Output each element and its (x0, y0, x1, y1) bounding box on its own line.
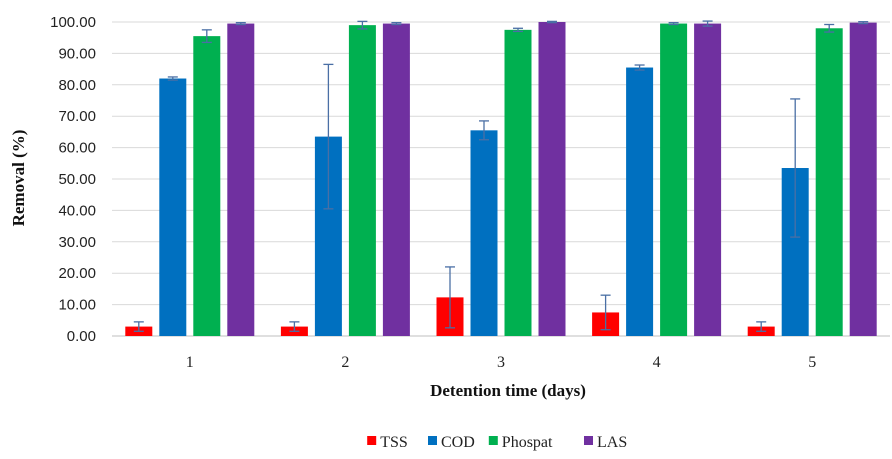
bar-phospat-4 (660, 23, 688, 336)
error-bar-phospat-2 (357, 20, 368, 30)
error-bar-phospat-1 (201, 29, 212, 44)
y-axis-title: Removal (%) (9, 130, 28, 227)
legend-swatch (367, 436, 377, 445)
legend-label: TSS (380, 434, 408, 451)
error-bar-tss-3 (445, 266, 455, 329)
bar-las-5 (849, 22, 877, 337)
x-tick-label: 2 (341, 354, 349, 371)
x-tick-label: 4 (653, 354, 661, 371)
legend-swatch (428, 436, 437, 445)
legend-label: COD (441, 434, 475, 451)
legend-item-cod: COD (428, 434, 475, 451)
y-tick-label: 80.00 (58, 77, 96, 94)
error-bar-tss-4 (600, 294, 611, 331)
bar-phospat-5 (815, 28, 843, 337)
bar-las-2 (382, 23, 410, 336)
x-axis-title: Detention time (days) (430, 381, 586, 400)
y-tick-label: 20.00 (58, 265, 96, 282)
error-bar-las-2 (391, 21, 402, 26)
error-bar-tss-5 (756, 321, 767, 332)
bar-cod-4 (626, 67, 654, 336)
error-bar-cod-4 (634, 64, 645, 71)
error-bar-las-3 (547, 20, 557, 24)
y-tick-label: 60.00 (58, 140, 96, 157)
y-tick-label: 90.00 (58, 45, 96, 62)
error-bar-tss-1 (133, 321, 144, 332)
x-tick-label: 1 (186, 354, 194, 371)
y-axis-ticks: 0.00 10.00 20.00 30.00 40.00 50.00 60.00 70.00 8… (50, 14, 96, 345)
error-bar-cod-3 (479, 120, 489, 141)
error-bar-las-4 (702, 20, 713, 27)
bar-phospat-1 (193, 36, 221, 336)
error-bar-cod-2 (323, 63, 334, 210)
error-bar-cod-5 (790, 98, 801, 238)
legend-item-las: LAS (584, 434, 627, 451)
y-tick-label: 10.00 (58, 297, 96, 314)
legend-item-phospat: Phospat (488, 434, 553, 451)
legend: TSS COD Phospat LAS (367, 434, 627, 451)
bar-las-1 (227, 23, 255, 336)
legend-swatch (488, 436, 498, 445)
y-tick-label: 0.00 (67, 328, 96, 345)
error-bar-phospat-4 (668, 21, 679, 26)
bar-phospat-2 (348, 25, 376, 336)
error-bar-cod-1 (167, 76, 178, 81)
y-tick-label: 50.00 (58, 171, 96, 188)
error-bar-las-1 (235, 21, 246, 26)
y-tick-label: 30.00 (58, 234, 96, 251)
y-tick-label: 100.00 (50, 14, 96, 31)
error-bar-las-5 (858, 21, 869, 25)
x-tick-label: 5 (808, 354, 816, 371)
legend-label: Phospat (502, 434, 553, 451)
legend-swatch (584, 436, 593, 445)
bar-phospat-3 (504, 29, 532, 336)
x-tick-label: 3 (497, 354, 505, 371)
x-axis-ticks: 1 2 3 4 5 (186, 354, 816, 371)
error-bar-phospat-5 (824, 23, 835, 33)
error-bars (133, 20, 869, 332)
legend-label: LAS (597, 434, 627, 451)
error-bar-tss-2 (289, 321, 300, 332)
error-bar-phospat-3 (513, 27, 523, 33)
legend-item-tss: TSS (367, 434, 408, 451)
bar-cod-1 (159, 78, 187, 337)
bar-las-4 (694, 23, 722, 336)
bar-las-3 (538, 22, 566, 336)
bar-cod-3 (470, 130, 498, 336)
y-tick-label: 70.00 (58, 108, 96, 125)
y-tick-label: 40.00 (58, 202, 96, 219)
